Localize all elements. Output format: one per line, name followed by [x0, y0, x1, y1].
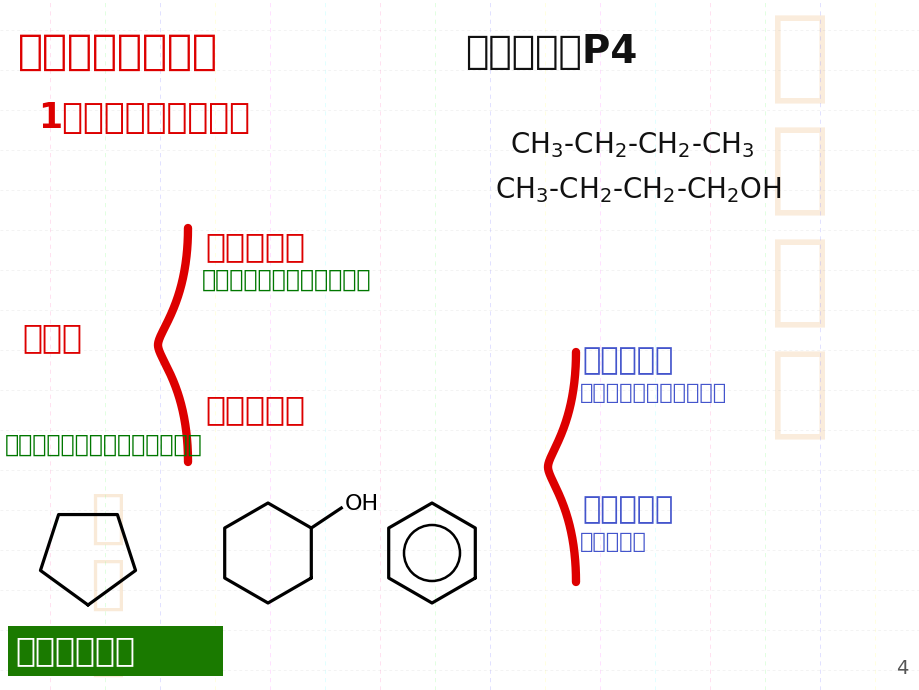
- Text: 分类方法：P4: 分类方法：P4: [464, 33, 637, 71]
- Text: （含苯环）: （含苯环）: [579, 532, 646, 552]
- Text: 4: 4: [895, 659, 907, 678]
- Text: 环状化合物: 环状化合物: [205, 393, 305, 426]
- Text: 树状分类法！: 树状分类法！: [15, 635, 135, 667]
- Text: 芳香化合物: 芳香化合物: [582, 495, 673, 524]
- FancyBboxPatch shape: [8, 626, 222, 676]
- Text: （有环状结构，不含苯环: （有环状结构，不含苯环: [579, 383, 726, 403]
- Text: 记
笔
记: 记 笔 记: [90, 490, 125, 679]
- Text: OH: OH: [344, 494, 378, 514]
- Text: 有机物: 有机物: [22, 322, 82, 355]
- Text: （含有碳原子组成的环状结构）: （含有碳原子组成的环状结构）: [5, 433, 202, 457]
- Text: 1、按碳的骨架分类。: 1、按碳的骨架分类。: [38, 101, 250, 135]
- Text: 链状化合物: 链状化合物: [205, 230, 305, 263]
- Text: 素
材
慢
慢: 素 材 慢 慢: [769, 10, 829, 444]
- Text: （碳原子相互连接成链状）: （碳原子相互连接成链状）: [202, 268, 371, 292]
- Text: CH$_3$-CH$_2$-CH$_2$-CH$_2$OH: CH$_3$-CH$_2$-CH$_2$-CH$_2$OH: [494, 175, 781, 205]
- Text: CH$_3$-CH$_2$-CH$_2$-CH$_3$: CH$_3$-CH$_2$-CH$_2$-CH$_3$: [509, 130, 754, 160]
- Text: 脂环化合物: 脂环化合物: [582, 346, 673, 375]
- Text: 二、有机物的分类: 二、有机物的分类: [18, 31, 218, 73]
